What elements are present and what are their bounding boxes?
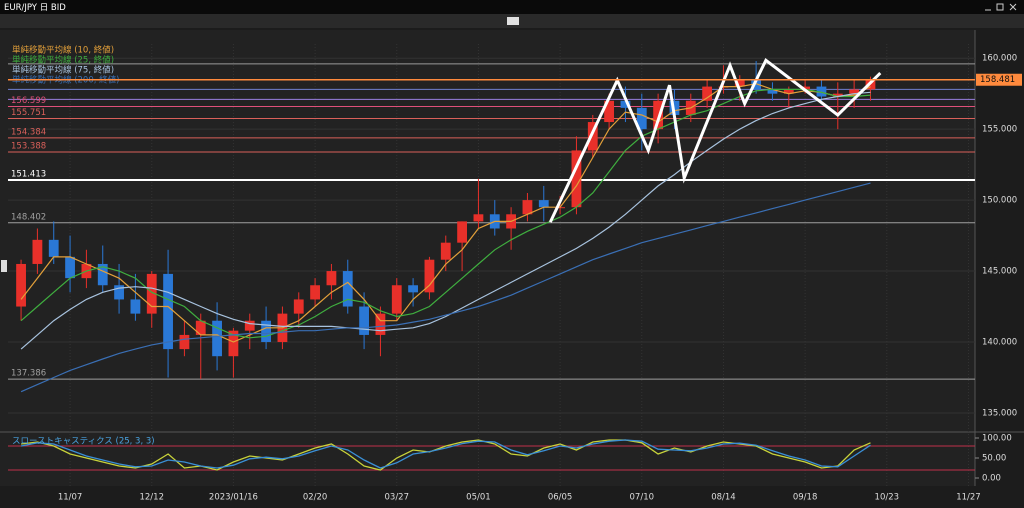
candle-body: [391, 285, 402, 314]
candle-body: [32, 239, 43, 264]
candle-body: [342, 271, 353, 307]
level-label: 156.599: [11, 96, 46, 106]
window-title: EUR/JPY 日 BID: [4, 3, 66, 13]
candle-body: [310, 285, 320, 300]
moving-average: [20, 83, 871, 343]
candle-body: [636, 107, 647, 130]
candle-body: [261, 320, 271, 343]
legend-entry: 単純移動平均線 (25, 終値): [12, 55, 114, 66]
candle-body: [359, 306, 369, 335]
candle-body: [767, 89, 778, 94]
candle-body: [816, 86, 827, 97]
x-tick-label: 09/18: [793, 493, 818, 503]
panel-title: スローストキャスティクス (25, 3, 3): [12, 437, 155, 447]
x-tick-label: 05/01: [466, 493, 491, 503]
x-tick-label: 03/27: [385, 493, 410, 503]
candle-body: [473, 214, 484, 222]
candle-body: [408, 285, 418, 293]
x-tick-label: 07/10: [630, 493, 655, 503]
y-tick-label: 155.000: [982, 125, 1017, 135]
moving-average: [20, 91, 871, 350]
level-label: 154.384: [11, 127, 46, 137]
level-label: 148.402: [11, 212, 46, 222]
title-bar: [0, 0, 1024, 14]
level-label: 137.386: [11, 369, 46, 379]
x-tick-label: 02/20: [303, 493, 328, 503]
candle-body: [734, 79, 745, 87]
candle-body: [587, 122, 598, 151]
candle-body: [604, 100, 615, 123]
candle-body: [800, 86, 811, 90]
x-tick-label: 06/05: [548, 493, 573, 503]
candle-body: [783, 89, 794, 94]
legend-entry: 単純移動平均線 (75, 終値): [12, 65, 114, 76]
y-tick-label: 135.000: [982, 408, 1017, 418]
toolbar-toggle[interactable]: [507, 17, 519, 25]
candle-body: [163, 273, 173, 350]
x-tick-label: 2023/01/16: [209, 493, 258, 503]
candle-body: [620, 100, 631, 108]
moving-average: [20, 88, 871, 339]
candle-body: [195, 320, 206, 335]
candle-body: [653, 100, 664, 130]
candle-body: [751, 79, 762, 90]
price-tag-label: 158.481: [980, 75, 1015, 85]
candle-body: [97, 263, 108, 286]
candle-body: [114, 285, 124, 300]
candle-body: [702, 86, 713, 101]
x-tick-label: 11/07: [58, 493, 83, 503]
candle-body: [849, 89, 860, 94]
level-label: 153.388: [11, 142, 46, 152]
candle-body: [179, 334, 190, 350]
oscillator-line: [20, 439, 871, 469]
candle-body: [146, 273, 157, 314]
candle-body: [228, 330, 239, 357]
candle-body: [832, 93, 843, 97]
y-tick-label: 150.000: [982, 196, 1017, 206]
candle-body: [457, 221, 467, 243]
price-tag: [976, 73, 1022, 86]
y-tick-label: 145.000: [982, 267, 1017, 277]
side-tab[interactable]: [1, 260, 7, 272]
x-tick-label: 11/27: [956, 493, 981, 503]
moving-average: [20, 182, 871, 393]
candle-body: [16, 263, 26, 307]
y-tick-label: 160.000: [982, 54, 1017, 64]
candle-body: [440, 242, 451, 260]
level-label: 151.413: [11, 170, 46, 180]
candle-body: [48, 239, 59, 257]
x-tick-label: 08/14: [711, 493, 736, 503]
candle-body: [212, 320, 222, 357]
candle-body: [375, 313, 386, 335]
candle-body: [522, 200, 533, 215]
candle-body: [538, 200, 549, 208]
x-tick-label: 10/23: [875, 493, 900, 503]
level-label: 155.751: [11, 108, 46, 118]
legend-entry: 単純移動平均線 (10, 終値): [12, 45, 114, 56]
candle-body: [65, 256, 75, 279]
x-tick-label: 12/12: [139, 493, 164, 503]
candle-body: [130, 299, 141, 314]
candle-body: [244, 320, 255, 331]
candle-body: [571, 150, 582, 208]
y-tick-label: 140.000: [982, 338, 1017, 348]
candle-body: [326, 271, 337, 286]
y-tick-label: 0.00: [982, 474, 1001, 484]
candle-body: [424, 259, 435, 293]
y-tick-label: 50.00: [982, 454, 1006, 464]
candle-body: [293, 299, 304, 314]
zigzag-annotation: [548, 58, 882, 223]
window-buttons[interactable]: [985, 3, 1017, 11]
y-tick-label: 100.00: [982, 434, 1012, 444]
oscillator-line: [21, 439, 871, 471]
